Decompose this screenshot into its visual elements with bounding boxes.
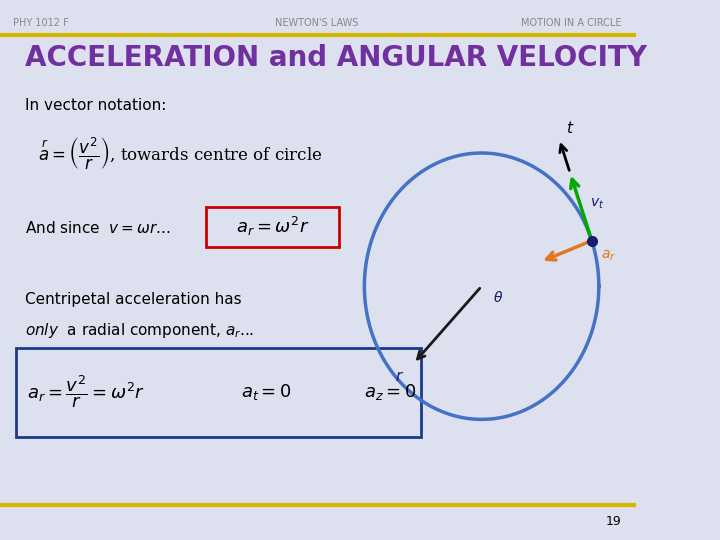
Text: MOTION IN A CIRCLE: MOTION IN A CIRCLE <box>521 18 621 28</box>
Text: $a_r = \omega^2 r$: $a_r = \omega^2 r$ <box>235 215 310 238</box>
Text: $\mathit{only}$  a radial component, $a_r$...: $\mathit{only}$ a radial component, $a_r… <box>25 321 255 340</box>
Text: In vector notation:: In vector notation: <box>25 98 167 113</box>
Text: And since  $v = \omega r$...: And since $v = \omega r$... <box>25 220 171 236</box>
Text: Centripetal acceleration has: Centripetal acceleration has <box>25 292 242 307</box>
FancyBboxPatch shape <box>16 348 421 437</box>
Text: $t$: $t$ <box>566 120 574 137</box>
Text: $a_r$: $a_r$ <box>601 249 616 263</box>
Text: $\overset{r}{a} = \left(\dfrac{v^2}{r}\right)$, towards centre of circle: $\overset{r}{a} = \left(\dfrac{v^2}{r}\r… <box>38 136 323 172</box>
Text: 19: 19 <box>606 515 621 528</box>
Text: $\theta$: $\theta$ <box>493 289 503 305</box>
Text: $v_t$: $v_t$ <box>590 196 605 211</box>
Text: $a_r = \dfrac{v^2}{r} = \omega^2 r$: $a_r = \dfrac{v^2}{r} = \omega^2 r$ <box>27 373 145 410</box>
Text: $a_z = 0$: $a_z = 0$ <box>364 381 416 402</box>
FancyBboxPatch shape <box>206 207 339 247</box>
Text: $a_t = 0$: $a_t = 0$ <box>240 381 292 402</box>
Text: NEWTON'S LAWS: NEWTON'S LAWS <box>275 18 359 28</box>
Text: $r$: $r$ <box>395 369 404 384</box>
Text: ACCELERATION and ANGULAR VELOCITY: ACCELERATION and ANGULAR VELOCITY <box>25 44 647 72</box>
Text: PHY 1012 F: PHY 1012 F <box>13 18 68 28</box>
